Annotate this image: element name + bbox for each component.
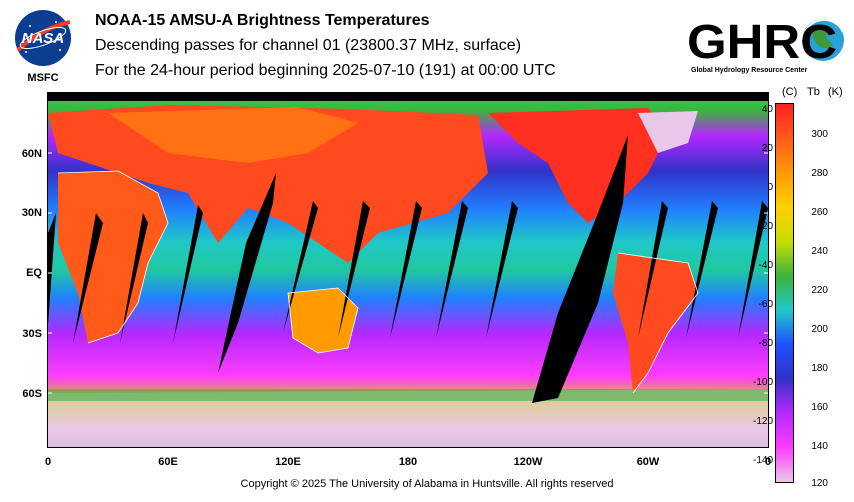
colorbar — [775, 103, 794, 483]
landmass-antarctica — [48, 389, 768, 447]
copyright-notice: Copyright © 2025 The University of Alaba… — [240, 478, 614, 490]
landmass-south-america — [613, 253, 698, 393]
cbar-celsius-tick: -60 — [758, 299, 773, 310]
cbar-celsius-tick: -100 — [752, 377, 773, 388]
nasa-logo: NASA MSFC — [12, 8, 74, 84]
lat-label-60s: 60S — [22, 388, 42, 400]
map-subtitle: Descending passes for channel 01 (23800.… — [95, 37, 522, 54]
colorbar-unit-kelvin: (K) — [828, 86, 843, 98]
cbar-kelvin-tick: 220 — [811, 285, 828, 296]
cbar-celsius-tick: 40 — [761, 104, 773, 115]
lat-label-eq: EQ — [26, 267, 42, 279]
cbar-celsius-tick: 20 — [761, 143, 773, 154]
brightness-temperature-map — [47, 92, 769, 448]
lon-label-60e: 60E — [158, 456, 178, 468]
lon-label-180: 180 — [398, 456, 418, 468]
cbar-kelvin-tick: 140 — [811, 441, 828, 452]
lat-label-30n: 30N — [21, 207, 42, 219]
cbar-kelvin-tick: 180 — [811, 363, 828, 374]
cbar-kelvin-tick: 260 — [811, 207, 828, 218]
cbar-celsius-tick: 0 — [767, 182, 773, 193]
cbar-celsius-tick: -20 — [758, 221, 773, 232]
nasa-wordmark: NASA — [22, 30, 65, 47]
map-canvas — [48, 93, 768, 447]
ghrc-wordmark: GHRC — [687, 16, 837, 69]
cbar-kelvin-tick: 120 — [811, 478, 828, 489]
cbar-celsius-tick: -140 — [752, 455, 773, 466]
cbar-celsius-tick: -40 — [758, 260, 773, 271]
cbar-kelvin-tick: 160 — [811, 402, 828, 413]
colorbar-symbol: Tb — [807, 86, 820, 98]
map-title: NOAA-15 AMSU-A Brightness Temperatures — [95, 12, 430, 29]
msfc-label: MSFC — [27, 72, 58, 84]
lon-label-60w: 60W — [636, 456, 660, 468]
cbar-celsius-tick: -120 — [752, 416, 773, 427]
map-ticks — [48, 152, 768, 394]
colorbar-unit-celsius: (C) — [782, 86, 798, 98]
cbar-kelvin-tick: 300 — [811, 129, 828, 140]
colorbar-gradient — [776, 104, 793, 482]
landmass-australia — [288, 288, 358, 353]
cbar-kelvin-tick: 200 — [811, 324, 828, 335]
landmass-africa — [58, 171, 168, 343]
cbar-kelvin-tick: 280 — [811, 168, 828, 179]
swath-gaps — [48, 135, 768, 403]
lat-label-30s: 30S — [22, 328, 42, 340]
lon-label-0-left: 0 — [44, 456, 52, 468]
lat-label-60n: 60N — [21, 148, 42, 160]
coastlines — [57, 170, 699, 394]
period-text: For the 24-hour period beginning 2025-07… — [95, 62, 556, 79]
lon-label-120w: 120W — [513, 456, 543, 468]
ghrc-logo: GHRC Global Hydrology Resource Center — [685, 10, 850, 78]
cbar-celsius-tick: -80 — [758, 338, 773, 349]
ghrc-caption: Global Hydrology Resource Center — [691, 67, 808, 74]
cbar-kelvin-tick: 240 — [811, 246, 828, 257]
lon-label-0-right: 0 — [764, 456, 772, 468]
lon-label-120e: 120E — [275, 456, 301, 468]
